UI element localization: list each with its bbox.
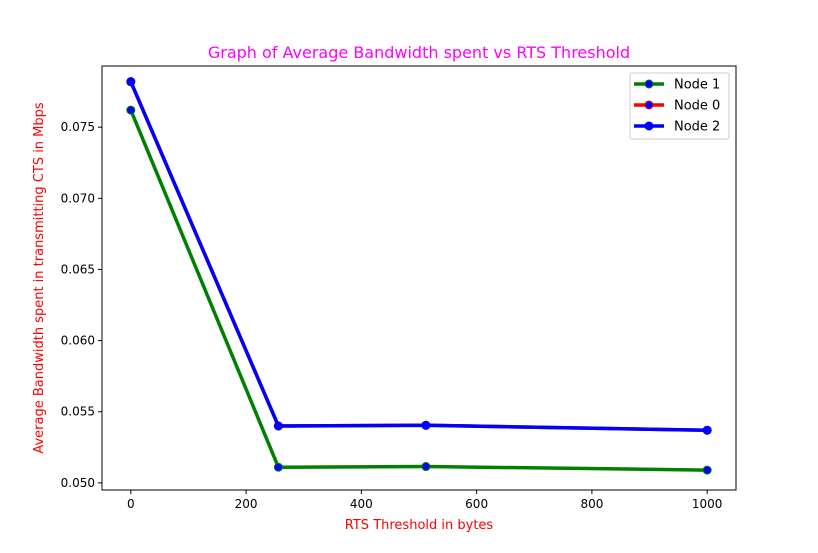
x-tick-label: 1000	[692, 497, 723, 511]
legend: Node 1 Node 0 Node 2	[629, 72, 730, 140]
y-tick-label: 0.065	[61, 262, 95, 276]
legend-box	[629, 72, 730, 140]
legend-label: Node 1	[674, 78, 720, 93]
y-tick-label: 0.070	[61, 191, 95, 205]
series-lines	[126, 77, 712, 475]
series-line-node-2	[129, 79, 709, 432]
data-point	[702, 425, 712, 435]
data-point	[273, 462, 283, 472]
plot-area	[101, 65, 737, 491]
data-point	[421, 420, 431, 430]
data-point	[126, 105, 136, 115]
series-line-node-1	[129, 108, 709, 472]
legend-marker	[644, 100, 654, 110]
x-axis-label: RTS Threshold in bytes	[345, 518, 494, 533]
x-tick-label: 400	[350, 497, 373, 511]
y-tick-label: 0.055	[61, 405, 95, 419]
y-axis-ticks: 0.050 0.055 0.060 0.065 0.070 0.075	[61, 120, 102, 490]
y-tick-label: 0.060	[61, 334, 95, 348]
legend-label: Node 2	[674, 120, 720, 135]
y-tick-label: 0.050	[61, 476, 95, 490]
y-tick-label: 0.075	[61, 120, 95, 134]
legend-marker	[644, 121, 654, 131]
data-point	[126, 77, 136, 87]
data-point	[702, 465, 712, 475]
legend-items: Node 1 Node 0 Node 2	[634, 78, 720, 135]
legend-label: Node 0	[674, 99, 720, 114]
x-tick-label: 200	[235, 497, 258, 511]
y-axis-label: Average Bandwidth spent in transmitting …	[32, 102, 47, 454]
data-point	[273, 421, 283, 431]
chart-title: Graph of Average Bandwidth spent vs RTS …	[208, 43, 630, 62]
x-tick-label: 800	[580, 497, 603, 511]
data-point	[421, 462, 431, 472]
series-line-node-0	[129, 79, 709, 432]
x-axis-ticks: 0 200 400 600 800 1000	[127, 490, 722, 511]
x-tick-label: 600	[465, 497, 488, 511]
legend-marker	[644, 79, 654, 89]
x-tick-label: 0	[127, 497, 135, 511]
